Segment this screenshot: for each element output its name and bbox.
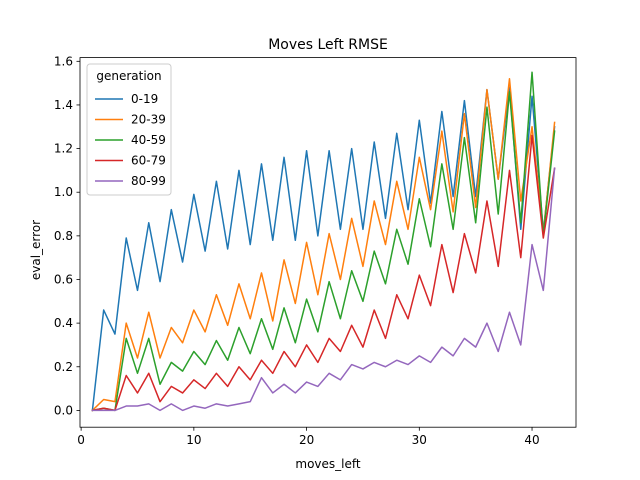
y-tick-label: 0.6 [54,272,73,286]
x-tick-label: 10 [186,433,201,447]
legend-label-20-39: 20-39 [131,113,166,127]
x-tick-label: 30 [412,433,427,447]
legend-label-40-59: 40-59 [131,133,166,147]
series-line-60-79 [91,134,556,412]
x-tick-label: 0 [77,433,85,447]
x-axis-label: moves_left [295,457,360,471]
y-tick-label: 0.0 [54,403,73,417]
chart-title: Moves Left RMSE [268,37,388,53]
y-axis-label: eval_error [29,220,43,280]
plot-area: 0 10 20 30 40 0.0 0.2 0.4 0.6 0.8 1.0 1.2 1.4 1.6 [54,54,577,447]
y-tick-label: 1.6 [54,54,73,68]
legend: generation 0-19 20-39 40-59 60-79 80-99 [86,63,172,196]
series-line-0-19 [91,86,556,412]
series-line-40-59 [91,71,556,412]
legend-label-0-19: 0-19 [131,92,158,106]
x-tick-label: 20 [299,433,314,447]
y-tick-label: 1.0 [54,185,73,199]
y-tick-label: 1.2 [54,142,73,156]
legend-title: generation [96,69,161,83]
y-tick-label: 0.2 [54,360,73,374]
legend-label-80-99: 80-99 [131,174,166,188]
series-line-20-39 [91,78,556,412]
x-tick-label: 40 [524,433,539,447]
y-tick-label: 0.4 [54,316,73,330]
legend-label-60-79: 60-79 [131,154,166,168]
series-line-80-99 [91,167,556,412]
legend-frame [86,63,172,196]
axes-frame [79,57,577,428]
y-tick-label: 0.8 [54,229,73,243]
y-tick-label: 1.4 [54,98,73,112]
